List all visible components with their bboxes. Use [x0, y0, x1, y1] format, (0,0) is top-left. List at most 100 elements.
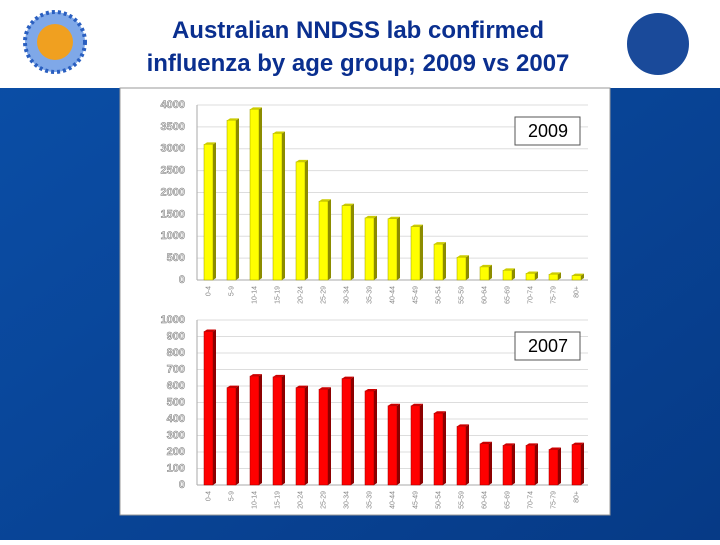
bar-top — [342, 203, 354, 206]
bar — [295, 159, 308, 281]
bar-side — [259, 107, 262, 280]
y-tick-label: 3000 — [161, 143, 185, 155]
bar-top — [549, 272, 561, 275]
x-tick-label: 20-24 — [297, 491, 304, 509]
logo-right — [625, 11, 691, 77]
y-tick-label: 700 — [167, 363, 185, 375]
legend-box — [514, 116, 581, 146]
x-tick-label: 35-39 — [366, 286, 373, 304]
bar-top — [250, 107, 262, 110]
bar-front — [203, 331, 214, 486]
bar — [226, 385, 239, 486]
bar-top — [319, 199, 331, 202]
bar-front — [433, 243, 444, 281]
bar-top — [480, 441, 492, 444]
x-tick-label: 40-44 — [389, 286, 396, 304]
bar-front — [387, 405, 398, 486]
bar — [456, 424, 469, 486]
bar-top — [296, 385, 308, 388]
bar-side — [466, 424, 469, 485]
bar-side — [397, 216, 400, 280]
bar-front — [502, 270, 513, 281]
bar-front — [456, 257, 467, 281]
bar-top — [457, 424, 469, 427]
bar-side — [443, 242, 446, 280]
y-tick-label: 2000 — [161, 186, 185, 198]
y-tick-label: 500 — [167, 396, 185, 408]
x-tick-label: 50-54 — [435, 286, 442, 304]
bar-top — [434, 411, 446, 414]
bar — [387, 216, 400, 281]
bar-front — [387, 218, 398, 281]
bar-top — [388, 216, 400, 219]
bar — [318, 199, 331, 281]
y-tick-label: 1000 — [161, 314, 185, 326]
legend-box — [514, 331, 581, 361]
y-tick-label: 1500 — [161, 208, 185, 220]
bar-top — [549, 447, 561, 450]
bar-front — [226, 120, 237, 281]
bar-front — [364, 390, 375, 486]
x-tick-label: 15-19 — [274, 286, 281, 304]
x-tick-label: 65-69 — [504, 286, 511, 304]
bar-top — [273, 374, 285, 377]
bar-side — [374, 388, 377, 485]
bar — [203, 142, 216, 281]
bar — [502, 268, 515, 281]
bar-side — [443, 411, 446, 485]
bar — [502, 443, 515, 486]
bar-side — [213, 329, 216, 485]
bar-top — [503, 268, 515, 271]
bar-top — [365, 388, 377, 391]
y-tick-label: 800 — [167, 347, 185, 359]
bar — [548, 447, 561, 486]
x-tick-label: 55-59 — [458, 286, 465, 304]
bar-front — [341, 378, 352, 486]
x-tick-label: 0-4 — [205, 286, 212, 296]
bar-side — [374, 215, 377, 280]
y-tick-label: 4000 — [161, 99, 185, 111]
bar — [525, 271, 538, 281]
x-tick-label: 45-49 — [412, 491, 419, 509]
y-tick-label: 900 — [167, 330, 185, 342]
x-tick-label: 70-74 — [527, 491, 534, 509]
bar-top — [204, 329, 216, 332]
bar-top — [457, 255, 469, 258]
x-tick-label: 45-49 — [412, 286, 419, 304]
bar — [479, 441, 492, 486]
bar-side — [581, 273, 584, 280]
bar-side — [558, 272, 561, 280]
bar-front — [479, 266, 490, 281]
bar-front — [525, 445, 536, 486]
bar — [410, 403, 423, 486]
x-tick-label: 35-39 — [366, 491, 373, 509]
bar-side — [489, 264, 492, 280]
bar-front — [249, 109, 260, 281]
bar — [571, 442, 584, 486]
y-tick-label: 600 — [167, 380, 185, 392]
bar — [433, 242, 446, 281]
bar — [548, 272, 561, 281]
y-tick-label: 0 — [179, 274, 185, 286]
y-tick-label: 1000 — [161, 230, 185, 242]
bar-side — [328, 387, 331, 485]
bar-top — [411, 403, 423, 406]
bar-side — [535, 271, 538, 280]
bar — [249, 107, 262, 281]
y-tick-label: 200 — [167, 446, 185, 458]
x-tick-label: 0-4 — [205, 491, 212, 501]
bar-front — [364, 217, 375, 281]
bar — [341, 376, 354, 486]
bar-side — [305, 159, 308, 280]
bar-front — [525, 273, 536, 281]
bar-top — [572, 273, 584, 276]
bar-top — [250, 374, 262, 377]
bar-front — [272, 376, 283, 486]
bar-side — [558, 447, 561, 485]
x-tick-label: 5-9 — [228, 491, 235, 501]
bar-side — [466, 255, 469, 280]
x-tick-label: 70-74 — [527, 286, 534, 304]
x-tick-label: 60-64 — [481, 286, 488, 304]
